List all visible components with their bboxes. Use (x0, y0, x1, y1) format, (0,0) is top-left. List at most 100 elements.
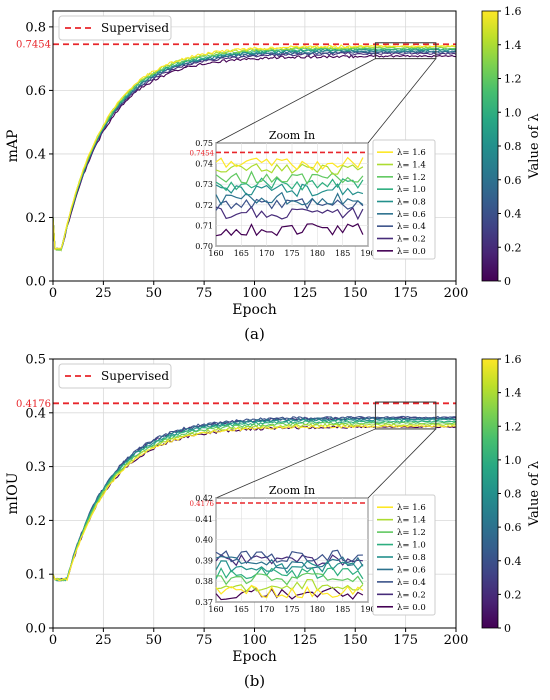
inset-x-tick-label: 170 (259, 249, 274, 258)
inset-supervised-label: 0.4176 (190, 500, 215, 508)
inset-y-tick-label: 0.73 (195, 180, 213, 189)
colorbar-tick-label: 0.8 (504, 488, 522, 501)
inset-x-tick-label: 170 (259, 605, 274, 614)
panel-caption: (a) (244, 325, 265, 343)
colorbar-tick-label: 0.8 (504, 140, 522, 153)
inset-y-tick-label: 0.72 (195, 201, 213, 210)
y-tick-label: 0.8 (25, 20, 46, 35)
series-line-2 (52, 421, 457, 582)
colorbar-tick-label: 0.6 (504, 521, 522, 534)
colorbar-tick-label: 0.6 (504, 174, 522, 187)
y-tick-label: 0.4 (25, 406, 46, 421)
inset-series-line-0 (215, 584, 364, 599)
inset-x-tick-label: 160 (208, 249, 223, 258)
y-tick-label: 0.2 (25, 211, 46, 226)
colorbar-tick-label: 1.0 (504, 106, 522, 119)
colorbar-tick-label: 1.4 (504, 39, 522, 52)
supervised-value-label: 0.7454 (16, 40, 51, 51)
colorbar-tick-label: 1.2 (504, 73, 522, 86)
inset-series-line-0 (215, 156, 364, 171)
legend: Supervised (58, 15, 172, 41)
inset-legend-label: λ= 1.0 (397, 541, 426, 551)
x-tick-label: 200 (444, 633, 469, 648)
x-tick-label: 175 (393, 286, 418, 301)
inset-legend-label: λ= 1.4 (397, 516, 426, 526)
inset-legend-label: λ= 0.4 (397, 222, 426, 232)
x-tick-label: 50 (145, 286, 162, 301)
y-tick-label: 0.3 (25, 460, 46, 475)
inset-legend-label: λ= 0.4 (397, 578, 426, 588)
panel-caption: (b) (244, 672, 265, 690)
inset-x-tick-label: 180 (310, 249, 325, 258)
x-tick-label: 125 (292, 633, 317, 648)
inset-y-tick-label: 0.70 (195, 242, 213, 251)
inset-x-tick-label: 175 (284, 605, 299, 614)
inset-legend-box (372, 139, 436, 260)
inset-legend-label: λ= 1.4 (397, 161, 426, 171)
y-tick-label: 0.4 (25, 147, 46, 162)
inset-y-tick-label: 0.39 (195, 556, 213, 565)
inset-legend-label: λ= 0.8 (397, 198, 426, 208)
zoom-connector (215, 58, 376, 144)
inset-legend-label: λ= 0.0 (397, 603, 426, 613)
series-line-6 (52, 415, 457, 582)
inset-y-tick-label: 0.42 (195, 494, 213, 503)
zoom-connector (367, 58, 437, 144)
x-tick-label: 150 (343, 633, 368, 648)
x-tick-label: 25 (95, 633, 112, 648)
x-tick-label: 25 (95, 286, 112, 301)
series-line-3 (52, 47, 457, 251)
y-tick-label: 0.6 (25, 84, 46, 99)
inset-series-line-3 (215, 177, 364, 192)
inset-series-line-8 (215, 223, 364, 237)
inset-x-tick-label: 185 (335, 249, 350, 258)
x-tick-label: 75 (196, 286, 213, 301)
inset-x-tick-label: 160 (208, 605, 223, 614)
inset-y-tick-label: 0.71 (195, 221, 213, 230)
inset-legend-label: λ= 1.2 (397, 528, 426, 538)
series-line-3 (52, 419, 457, 582)
colorbar-tick-label: 0.2 (504, 588, 522, 601)
x-tick-label: 175 (393, 633, 418, 648)
series-line-6 (52, 50, 457, 251)
colorbar-tick-label: 0 (504, 275, 511, 288)
colorbar (481, 358, 499, 629)
inset-legend: λ= 1.6 λ= 1.4 λ= 1.2 λ= 1.0 λ= 0.8 λ= 0.6 λ= 0… (372, 139, 436, 260)
inset-legend-label: λ= 1.6 (397, 503, 426, 513)
y-tick-label: 0.5 (25, 353, 46, 368)
colorbar-tick-label: 0.4 (504, 555, 522, 568)
inset-x-tick-label: 165 (234, 249, 249, 258)
inset-series-line-1 (215, 163, 364, 175)
inset-series-line-4 (215, 560, 364, 574)
inset-title: Zoom In (269, 484, 315, 497)
legend-box (58, 15, 172, 41)
inset-legend-label: λ= 0.6 (397, 210, 426, 220)
inset-series-line-7 (215, 205, 364, 221)
series-line-4 (52, 48, 457, 251)
inset-series-line-6 (215, 549, 363, 564)
colorbar-tick-label: 1.2 (504, 420, 522, 433)
y-tick-label: 0.2 (25, 514, 46, 529)
x-tick-label: 200 (444, 286, 469, 301)
inset-y-tick-label: 0.40 (195, 536, 213, 545)
inset-series-line-5 (215, 191, 364, 206)
y-tick-label: 0.0 (25, 622, 46, 637)
colorbar (481, 10, 499, 282)
x-tick-label: 150 (343, 286, 368, 301)
colorbar-tick-label: 1.4 (504, 387, 522, 400)
y-tick-label: 0.0 (25, 275, 46, 290)
inset-legend: λ= 1.6 λ= 1.4 λ= 1.2 λ= 1.0 λ= 0.8 λ= 0.6 λ= 0… (372, 494, 436, 616)
x-tick-label: 0 (49, 633, 57, 648)
inset-legend-label: λ= 0.6 (397, 565, 426, 575)
inset-legend-label: λ= 1.6 (397, 148, 426, 158)
inset-series-line-2 (215, 170, 364, 186)
inset-legend-label: λ= 0.0 (397, 247, 426, 257)
series-line-0 (52, 424, 457, 582)
inset-legend-label: λ= 1.0 (397, 185, 426, 195)
inset-series-line-5 (215, 555, 364, 569)
inset-title: Zoom In (269, 129, 315, 142)
inset-series-line-8 (215, 586, 364, 601)
legend: Supervised (58, 363, 172, 389)
inset-y-tick-label: 0.37 (195, 598, 213, 607)
